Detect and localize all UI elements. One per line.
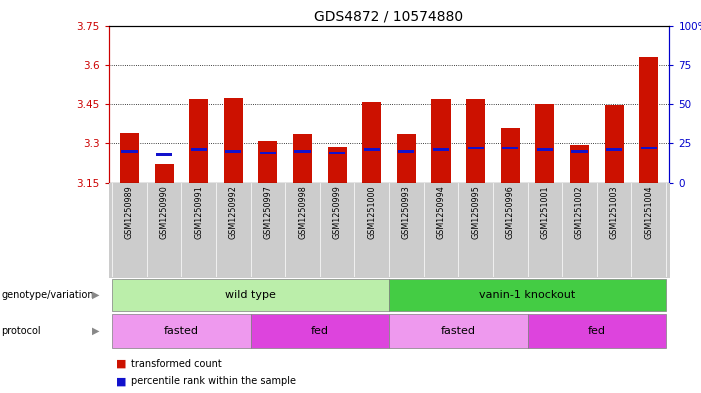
Bar [570, 145, 589, 183]
Text: GSM1250996: GSM1250996 [505, 185, 515, 239]
Text: fasted: fasted [164, 326, 199, 336]
Bar [364, 149, 380, 151]
Bar [112, 314, 250, 348]
Bar [433, 149, 449, 151]
Text: GSM1250995: GSM1250995 [471, 185, 480, 239]
Text: GSM1251001: GSM1251001 [540, 185, 550, 239]
Text: transformed count: transformed count [131, 358, 222, 369]
Bar [501, 128, 519, 183]
Text: GSM1250990: GSM1250990 [160, 185, 168, 239]
Bar [431, 99, 451, 183]
Bar [260, 152, 276, 154]
Text: GSM1251004: GSM1251004 [644, 185, 653, 239]
Text: wild type: wild type [225, 290, 276, 300]
Bar [571, 150, 587, 152]
Bar [502, 147, 518, 149]
Text: fed: fed [587, 326, 606, 336]
Bar [466, 99, 485, 183]
Bar [537, 149, 553, 151]
Bar [398, 150, 414, 152]
Text: GSM1250998: GSM1250998 [298, 185, 307, 239]
Text: ■: ■ [116, 358, 126, 369]
Bar [604, 105, 624, 183]
Bar [224, 97, 243, 183]
Text: GSM1250992: GSM1250992 [229, 185, 238, 239]
Text: ▶: ▶ [93, 290, 100, 300]
Bar [154, 164, 174, 183]
Bar [536, 104, 554, 183]
Text: vanin-1 knockout: vanin-1 knockout [479, 290, 576, 300]
Bar [397, 134, 416, 183]
Text: GSM1250989: GSM1250989 [125, 185, 134, 239]
Bar [225, 150, 241, 152]
Bar [121, 150, 137, 152]
Text: ▶: ▶ [93, 326, 100, 336]
Text: fasted: fasted [441, 326, 476, 336]
Text: GSM1251002: GSM1251002 [575, 185, 584, 239]
Bar [191, 149, 207, 151]
Text: protocol: protocol [1, 326, 41, 336]
Bar [327, 147, 347, 183]
Bar [639, 57, 658, 183]
Text: GSM1250997: GSM1250997 [264, 185, 273, 239]
Bar [250, 314, 389, 348]
Text: GSM1250994: GSM1250994 [437, 185, 445, 239]
Text: GSM1250999: GSM1250999 [333, 185, 341, 239]
Bar [468, 147, 484, 149]
Text: GSM1250991: GSM1250991 [194, 185, 203, 239]
Bar [606, 149, 622, 151]
Text: GDS4872 / 10574880: GDS4872 / 10574880 [315, 10, 463, 24]
Bar [259, 141, 278, 183]
Bar [362, 101, 381, 183]
Text: GSM1251003: GSM1251003 [610, 185, 618, 239]
Bar [641, 147, 657, 149]
Bar [112, 279, 389, 310]
Text: GSM1250993: GSM1250993 [402, 185, 411, 239]
Bar [293, 134, 312, 183]
Bar [329, 152, 345, 154]
Bar [389, 279, 666, 310]
Bar [189, 99, 208, 183]
Bar [156, 153, 172, 156]
Text: GSM1251000: GSM1251000 [367, 185, 376, 239]
Bar [120, 133, 139, 183]
Text: ■: ■ [116, 376, 126, 386]
Text: fed: fed [311, 326, 329, 336]
Text: percentile rank within the sample: percentile rank within the sample [131, 376, 296, 386]
Text: genotype/variation: genotype/variation [1, 290, 94, 300]
Bar [294, 150, 311, 152]
Bar [389, 314, 528, 348]
Bar [528, 314, 666, 348]
